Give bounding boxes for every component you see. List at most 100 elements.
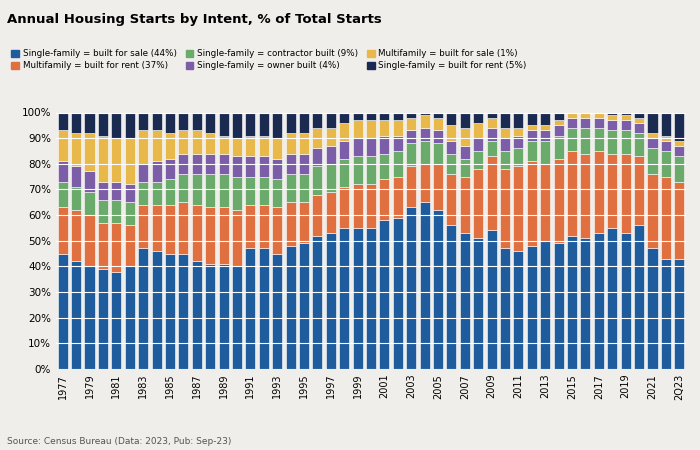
Bar <box>554 135 564 159</box>
Bar <box>340 228 349 369</box>
Bar <box>473 112 483 123</box>
Bar <box>218 207 229 264</box>
Bar <box>674 182 685 259</box>
Bar <box>608 130 617 153</box>
Bar <box>326 164 336 192</box>
Bar <box>232 266 242 369</box>
Bar <box>111 138 121 182</box>
Bar <box>245 112 255 135</box>
Bar <box>608 120 617 130</box>
Bar <box>326 192 336 233</box>
Bar <box>232 176 242 210</box>
Bar <box>299 112 309 133</box>
Bar <box>98 135 108 182</box>
Bar <box>527 246 537 369</box>
Bar <box>554 126 564 135</box>
Bar <box>661 135 671 141</box>
Bar <box>648 248 657 369</box>
Bar <box>393 151 402 176</box>
Bar <box>111 200 121 223</box>
Bar <box>57 254 68 369</box>
Bar <box>674 146 685 156</box>
Bar <box>419 202 430 369</box>
Bar <box>232 156 242 176</box>
Bar <box>447 141 456 153</box>
Bar <box>218 112 229 135</box>
Bar <box>138 248 148 369</box>
Bar <box>379 179 389 220</box>
Bar <box>674 156 685 182</box>
Bar <box>447 153 456 174</box>
Bar <box>272 159 282 179</box>
Bar <box>661 112 671 135</box>
Bar <box>379 135 389 153</box>
Bar <box>447 126 456 141</box>
Bar <box>340 112 349 123</box>
Bar <box>111 271 121 369</box>
Bar <box>621 233 631 369</box>
Bar <box>178 254 188 369</box>
Text: Source: Census Bureau (Data: 2023, Pub: Sep-23): Source: Census Bureau (Data: 2023, Pub: … <box>7 436 232 446</box>
Bar <box>634 225 644 369</box>
Bar <box>71 112 81 133</box>
Bar <box>594 151 604 233</box>
Bar <box>326 233 336 369</box>
Bar <box>486 117 497 128</box>
Bar <box>486 112 497 117</box>
Bar <box>178 153 188 174</box>
Bar <box>312 194 323 236</box>
Bar <box>353 228 363 369</box>
Bar <box>406 117 416 130</box>
Bar <box>580 128 591 153</box>
Bar <box>567 128 577 151</box>
Bar <box>674 259 685 369</box>
Bar <box>648 148 657 174</box>
Bar <box>218 135 229 153</box>
Bar <box>245 156 255 176</box>
Bar <box>151 130 162 161</box>
Bar <box>567 151 577 236</box>
Legend: Single-family = built for sale (44%), Multifamily = built for rent (37%), Single: Single-family = built for sale (44%), Mu… <box>11 50 526 71</box>
Bar <box>245 176 255 205</box>
Bar <box>634 112 644 117</box>
Bar <box>98 200 108 223</box>
Bar <box>580 117 591 128</box>
Bar <box>192 261 202 369</box>
Bar <box>500 112 510 128</box>
Bar <box>473 138 483 151</box>
Bar <box>272 112 282 138</box>
Bar <box>205 133 215 153</box>
Bar <box>151 182 162 205</box>
Bar <box>540 164 550 241</box>
Bar <box>165 254 175 369</box>
Bar <box>245 248 255 369</box>
Bar <box>272 207 282 254</box>
Bar <box>460 159 470 176</box>
Bar <box>218 264 229 369</box>
Bar <box>527 161 537 246</box>
Bar <box>165 159 175 179</box>
Bar <box>513 135 524 148</box>
Bar <box>205 174 215 207</box>
Bar <box>406 207 416 369</box>
Bar <box>125 184 134 202</box>
Bar <box>71 133 81 166</box>
Bar <box>299 243 309 369</box>
Bar <box>393 218 402 369</box>
Bar <box>621 120 631 130</box>
Bar <box>594 128 604 151</box>
Bar <box>312 236 323 369</box>
Bar <box>500 248 510 369</box>
Bar <box>608 153 617 228</box>
Bar <box>151 251 162 369</box>
Bar <box>419 164 430 202</box>
Bar <box>299 153 309 174</box>
Bar <box>433 164 443 210</box>
Bar <box>111 223 121 271</box>
Bar <box>286 202 295 246</box>
Bar <box>259 156 269 176</box>
Bar <box>419 112 430 115</box>
Bar <box>205 153 215 174</box>
Bar <box>272 254 282 369</box>
Bar <box>232 138 242 156</box>
